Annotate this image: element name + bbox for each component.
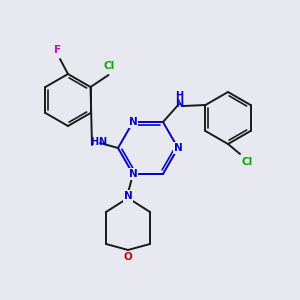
Text: F: F: [54, 45, 61, 55]
Text: N: N: [174, 143, 182, 153]
Text: H: H: [90, 137, 98, 147]
Text: N: N: [175, 99, 183, 109]
Text: O: O: [124, 252, 132, 262]
Text: N: N: [124, 191, 132, 201]
Text: Cl: Cl: [104, 61, 115, 71]
Text: N: N: [129, 117, 137, 127]
Text: Cl: Cl: [242, 157, 253, 167]
Text: H: H: [175, 91, 183, 101]
Text: N: N: [129, 169, 137, 179]
Text: N: N: [98, 137, 106, 147]
